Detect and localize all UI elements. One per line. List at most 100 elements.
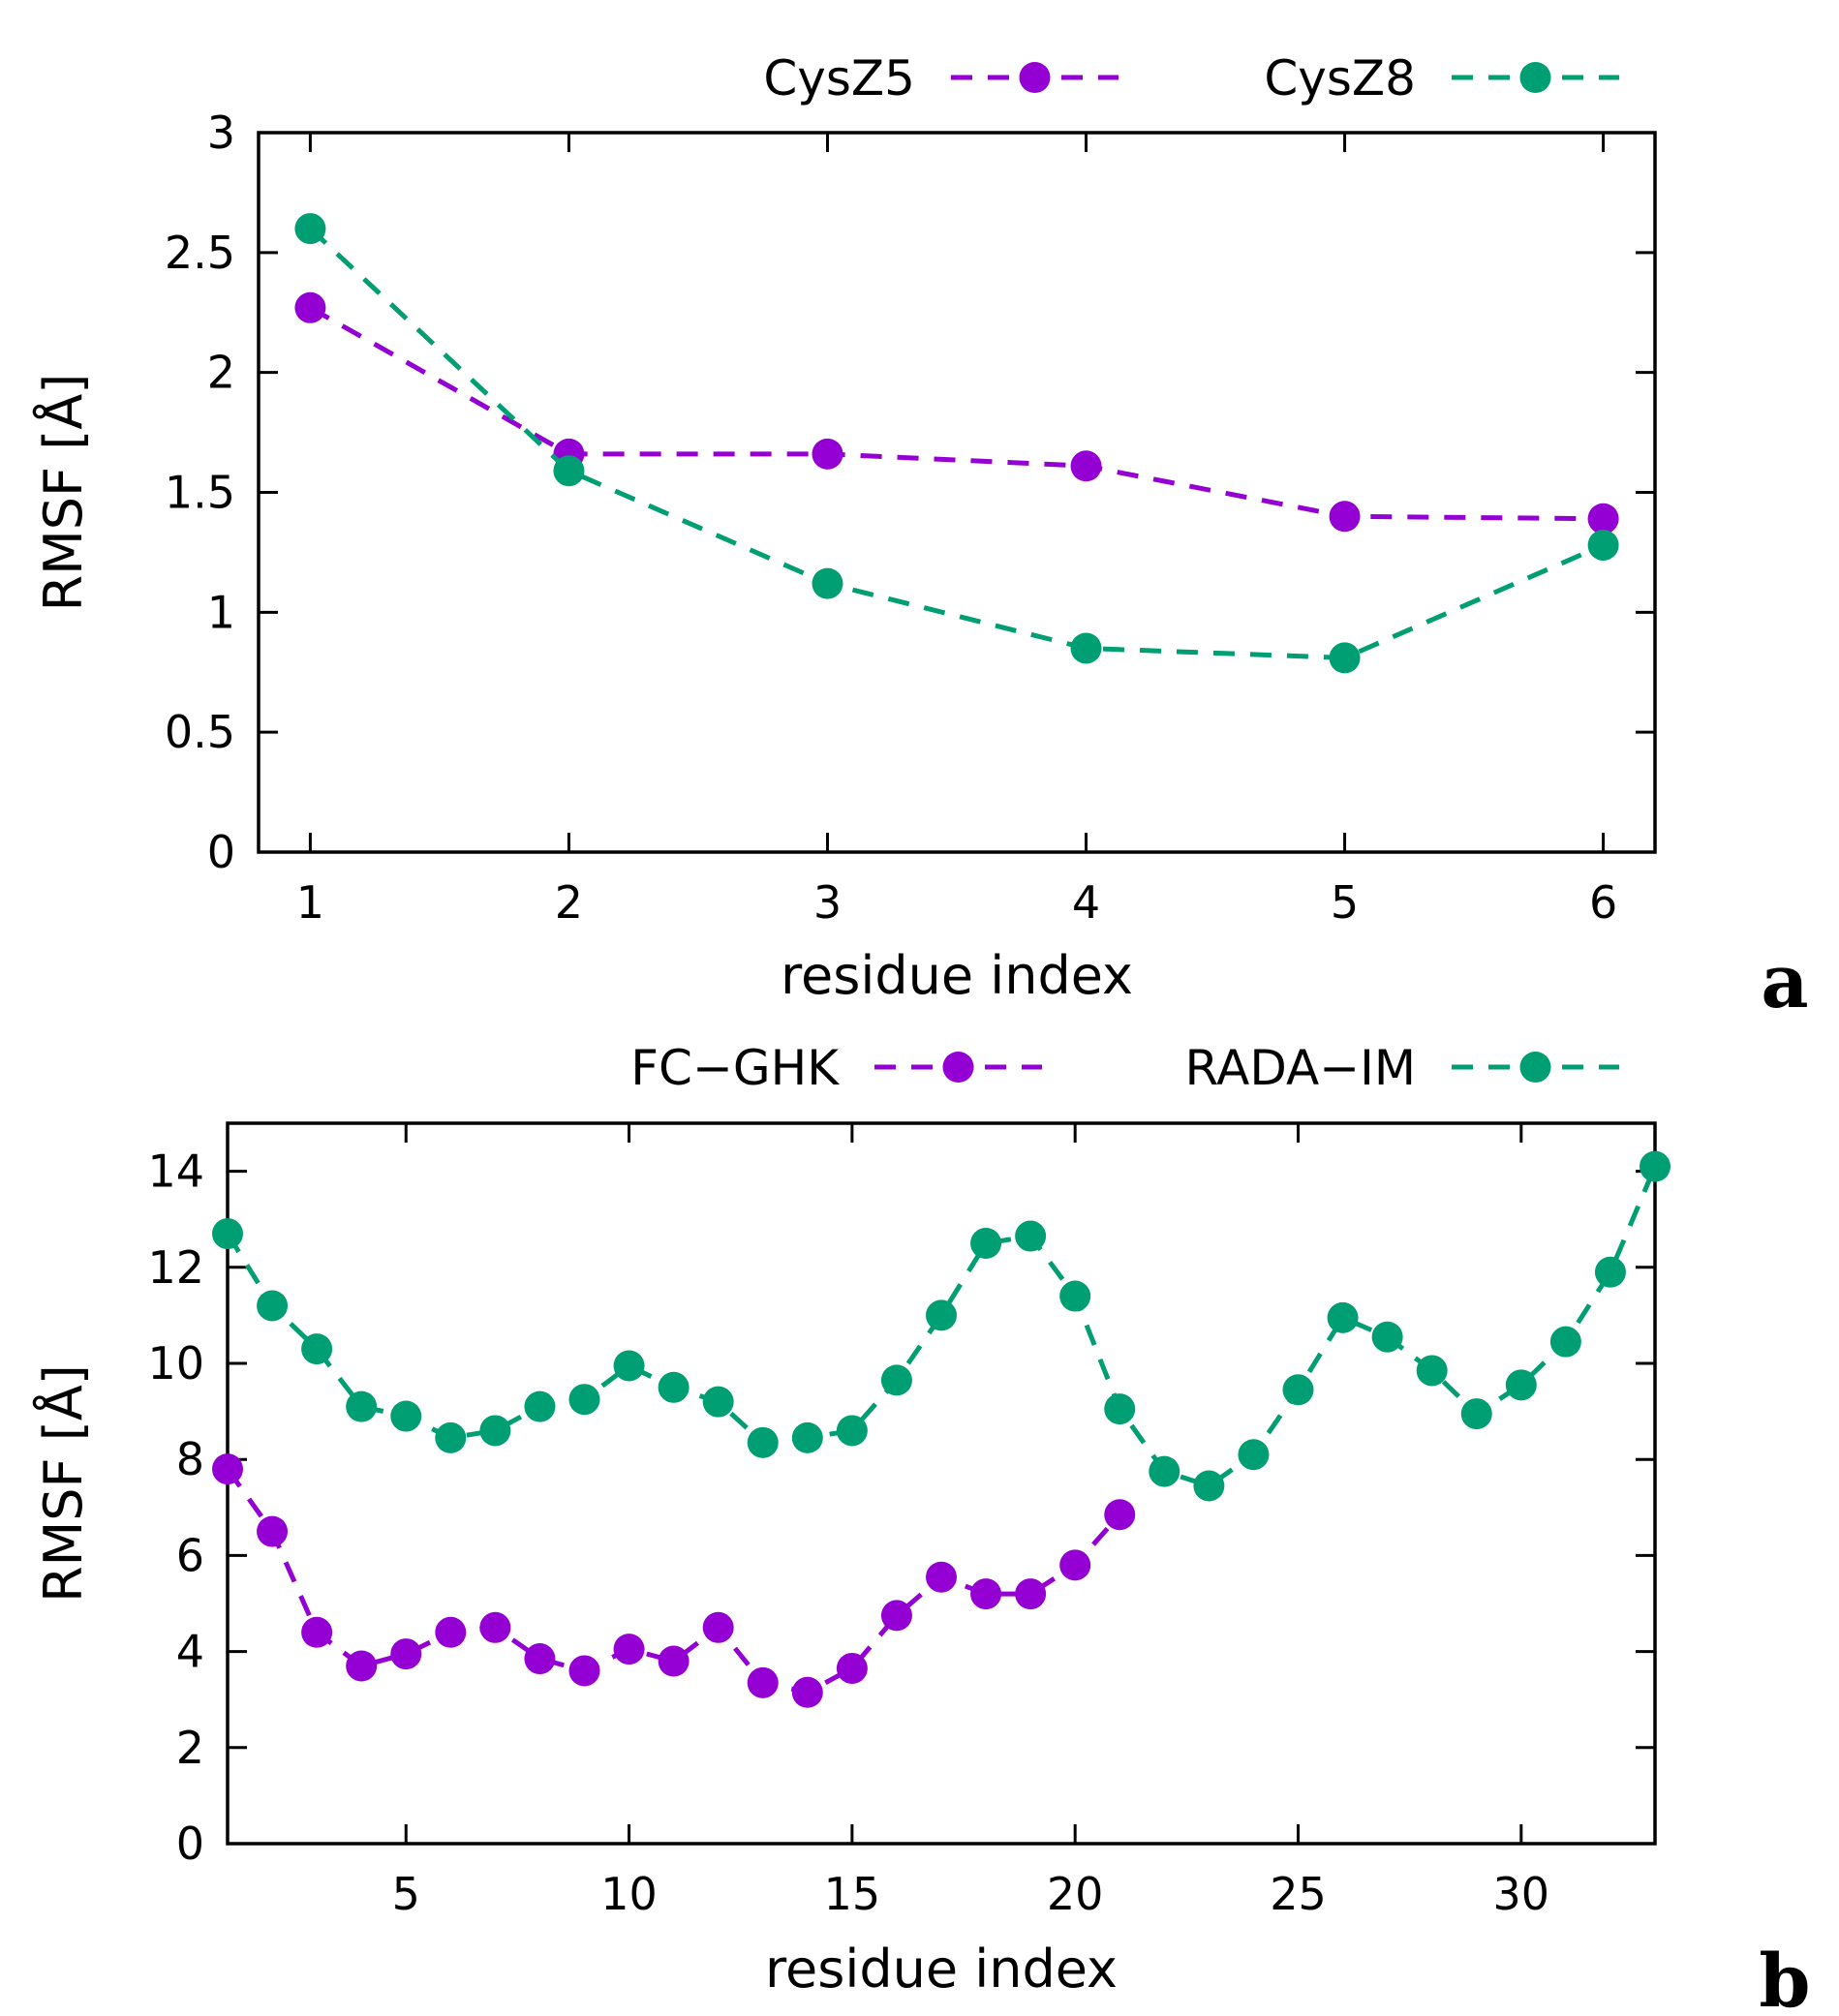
data-point: [836, 1652, 868, 1684]
data-point: [1015, 1578, 1047, 1610]
data-point: [301, 1333, 333, 1365]
data-point: [1238, 1439, 1270, 1471]
y-axis-label: RMSF [Å]: [32, 1364, 94, 1603]
x-axis-label: residue index: [765, 1939, 1118, 2000]
data-point: [1059, 1549, 1091, 1581]
data-point: [1282, 1374, 1314, 1406]
plot-frame: [257, 131, 1657, 854]
data-point: [346, 1650, 378, 1682]
y-tick-label: 6: [176, 1529, 204, 1581]
y-tick-label: 0: [176, 1817, 204, 1870]
data-point: [1327, 1301, 1359, 1333]
y-tick-label: 2: [207, 347, 235, 399]
data-point: [1460, 1398, 1492, 1430]
data-point: [524, 1643, 556, 1675]
series-line-RADA−IM: [225, 1165, 1658, 1489]
data-point: [257, 1515, 289, 1547]
y-tick-label: 0.5: [165, 706, 235, 758]
x-tick-label: 20: [1047, 1868, 1104, 1920]
data-point: [1549, 1326, 1581, 1358]
plot-frame: [226, 1121, 1657, 1846]
data-point: [791, 1421, 823, 1453]
legend-marker: [1519, 62, 1551, 93]
data-point: [658, 1645, 690, 1677]
data-point: [1329, 501, 1361, 533]
data-point: [1371, 1321, 1403, 1353]
data-point: [1070, 632, 1102, 664]
legend-label: RADA−IM: [1184, 1040, 1416, 1096]
chart-panel-b: 0 2 4 6 8 10 12 14 5 10 15 20 25 30 residue index RMSF …: [32, 1040, 1811, 2016]
x-tick-label: 6: [1589, 876, 1617, 929]
data-point: [553, 455, 585, 487]
data-point: [1505, 1369, 1537, 1401]
data-point: [212, 1453, 243, 1485]
y-tick-label: 0: [207, 826, 235, 878]
data-point: [257, 1290, 289, 1322]
data-point: [1416, 1355, 1448, 1387]
y-tick-label: 3: [207, 107, 235, 159]
series-line-CysZ5: [309, 305, 1604, 522]
data-point: [390, 1400, 422, 1432]
data-point: [479, 1415, 511, 1447]
y-tick-label: 1.5: [165, 467, 235, 519]
panel-label: b: [1759, 1938, 1810, 2016]
data-point: [1193, 1470, 1225, 1502]
y-tick-label: 12: [147, 1241, 204, 1294]
x-tick-label: 4: [1072, 876, 1100, 929]
data-point: [702, 1611, 734, 1643]
data-point: [435, 1616, 467, 1648]
data-point: [747, 1666, 779, 1698]
data-point: [346, 1390, 378, 1422]
data-point: [812, 438, 843, 470]
legend-label: FC−GHK: [630, 1040, 840, 1096]
data-point: [1329, 642, 1361, 674]
series-line-CysZ8: [308, 227, 1605, 660]
data-point: [926, 1299, 957, 1331]
data-point: [568, 1384, 600, 1416]
data-point: [836, 1415, 868, 1447]
y-tick-label: 10: [147, 1337, 204, 1390]
data-point: [390, 1638, 422, 1670]
data-point: [926, 1561, 957, 1593]
y-tick-label: 2: [176, 1722, 204, 1774]
x-tick-label: 30: [1493, 1868, 1550, 1920]
legend-marker: [1019, 62, 1051, 93]
data-point: [1587, 503, 1619, 535]
y-tick-label: 1: [207, 586, 235, 638]
data-point: [1015, 1220, 1047, 1252]
x-axis-label: residue index: [781, 945, 1133, 1006]
data-point: [747, 1426, 779, 1458]
data-point: [1640, 1150, 1670, 1182]
data-point: [479, 1611, 511, 1643]
x-tick-label: 25: [1270, 1868, 1327, 1920]
legend-label: CysZ8: [1264, 50, 1416, 107]
y-axis-label: RMSF [Å]: [32, 374, 94, 612]
data-point: [1149, 1455, 1180, 1487]
data-point: [1059, 1280, 1091, 1312]
data-point: [1104, 1393, 1136, 1425]
x-tick-label: 15: [824, 1868, 881, 1920]
y-tick-label: 2.5: [165, 227, 235, 279]
data-point: [702, 1386, 734, 1418]
x-tick-label: 1: [296, 876, 324, 929]
data-point: [1070, 450, 1102, 482]
data-point: [970, 1228, 1002, 1259]
data-point: [301, 1616, 333, 1648]
chart-panel-a: 0 0.5 1 1.5 2 2.5 3 1 2 3 4 5 6 residue index RMSF [Å]…: [32, 50, 1809, 1024]
x-tick-label: 2: [555, 876, 583, 929]
data-point: [880, 1364, 912, 1396]
legend-marker: [1519, 1052, 1551, 1083]
data-point: [212, 1218, 243, 1250]
x-tick-label: 3: [813, 876, 842, 929]
y-tick-label: 8: [176, 1433, 204, 1485]
data-point: [435, 1421, 467, 1453]
y-tick-label: 4: [176, 1626, 204, 1678]
data-point: [1587, 529, 1619, 561]
data-point: [880, 1600, 912, 1632]
data-point: [658, 1371, 690, 1403]
data-point: [812, 567, 843, 599]
data-point: [1594, 1256, 1626, 1288]
data-point: [613, 1634, 645, 1665]
legend-marker: [942, 1052, 974, 1083]
